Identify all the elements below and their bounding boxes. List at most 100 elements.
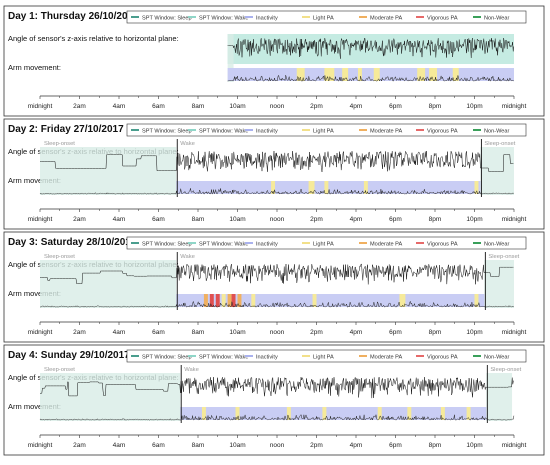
- arm-movement-trace: [227, 74, 515, 82]
- light-pa-bar: [201, 407, 206, 420]
- spt-annotation: Wake: [184, 367, 199, 373]
- spt-sleep-region: [484, 260, 514, 308]
- x-tick-label: 10am: [229, 103, 245, 110]
- light-pa-bar: [322, 407, 327, 420]
- spt-annotation: Sleep-onset: [490, 367, 521, 373]
- light-pa-bar: [452, 68, 459, 81]
- arm-movement-trace: [39, 188, 515, 195]
- x-tick-label: midnight: [502, 329, 527, 336]
- x-tick-label: 10pm: [466, 442, 482, 449]
- light-pa-bar: [357, 68, 362, 81]
- x-tick-label: midnight: [28, 103, 53, 110]
- arm-movement-label: Arm movement:: [8, 289, 61, 298]
- light-pa-bar: [377, 407, 382, 420]
- x-tick-label: 8pm: [429, 216, 442, 223]
- x-tick-label: 4am: [113, 329, 126, 336]
- legend-label: Moderate PA: [370, 129, 403, 135]
- light-pa-bar: [466, 407, 471, 420]
- angle-label: Angle of sensor's z-axis relative to hor…: [8, 34, 179, 43]
- x-tick-label: noon: [270, 329, 285, 336]
- x-tick-label: 4pm: [350, 442, 363, 449]
- legend-label: Non-Wear: [484, 242, 510, 248]
- x-tick-label: 6pm: [389, 216, 402, 223]
- legend-label: SPT Window: Sleep: [142, 16, 192, 22]
- x-tick-label: midnight: [502, 216, 527, 223]
- x-tick-label: 4pm: [350, 329, 363, 336]
- x-tick-label: 2am: [73, 216, 86, 223]
- x-tick-label: midnight: [28, 216, 53, 223]
- arm-movement-label: Arm movement:: [8, 402, 61, 411]
- x-tick-label: noon: [270, 442, 285, 449]
- legend-label: Vigorous PA: [427, 16, 458, 22]
- light-pa-bar: [221, 294, 226, 307]
- x-tick-label: 6am: [152, 216, 165, 223]
- legend-box: [126, 10, 527, 24]
- legend-label: Light PA: [313, 355, 334, 361]
- x-tick-label: 10am: [229, 442, 245, 449]
- day-title: Day 1: Thursday 26/10/2017: [8, 11, 139, 22]
- vigorous-pa-bar: [215, 294, 220, 307]
- angle-trace: [227, 37, 515, 59]
- x-tick-label: 10pm: [466, 329, 482, 336]
- light-pa-bar: [235, 407, 240, 420]
- x-tick-label: 4am: [113, 103, 126, 110]
- x-tick-label: 4am: [113, 442, 126, 449]
- light-pa-bar: [308, 181, 315, 194]
- spt-annotation: Wake: [180, 254, 195, 260]
- spt-annotation: Sleep-onset: [44, 254, 75, 260]
- legend-label: Light PA: [313, 16, 334, 22]
- legend-label: SPT Window: Wake: [199, 16, 248, 22]
- light-pa-bar: [474, 181, 479, 194]
- x-tick-label: 4pm: [350, 103, 363, 110]
- x-tick-label: 6am: [152, 329, 165, 336]
- x-tick-label: noon: [270, 103, 285, 110]
- arm-movement-trace: [39, 414, 515, 421]
- x-tick-label: 2am: [73, 103, 86, 110]
- spt-sleep-region: [40, 147, 177, 195]
- x-tick-label: midnight: [502, 103, 527, 110]
- legend-label: Non-Wear: [484, 16, 510, 22]
- light-pa-bar: [399, 294, 406, 307]
- x-tick-label: 6pm: [389, 442, 402, 449]
- spt-sleep-region: [40, 260, 177, 308]
- light-pa-bar: [296, 68, 305, 81]
- light-pa-bar: [440, 407, 445, 420]
- x-tick-label: 8pm: [429, 103, 442, 110]
- angle-trace: [40, 263, 514, 285]
- legend-label: SPT Window: Wake: [199, 242, 248, 248]
- spt-sleep-region: [480, 147, 514, 195]
- x-tick-label: 6pm: [389, 103, 402, 110]
- light-pa-bar: [251, 294, 256, 307]
- legend-label: Inactivity: [256, 16, 278, 22]
- spt-sleep-region: [40, 373, 181, 421]
- x-tick-label: 6am: [152, 103, 165, 110]
- arm-movement-trace: [39, 300, 514, 308]
- x-tick-label: noon: [270, 216, 285, 223]
- legend-label: Vigorous PA: [427, 355, 458, 361]
- light-pa-bar: [312, 294, 317, 307]
- legend-label: Moderate PA: [370, 242, 403, 248]
- x-tick-label: midnight: [502, 442, 527, 449]
- x-tick-label: 10am: [229, 216, 245, 223]
- light-pa-bar: [407, 407, 412, 420]
- legend-label: Light PA: [313, 129, 334, 135]
- light-pa-bar: [429, 68, 437, 81]
- spt-annotation: Sleep-onset: [488, 254, 519, 260]
- spt-annotation: Sleep-onset: [44, 141, 75, 147]
- spt-sleep-region: [486, 373, 513, 421]
- light-pa-bar: [271, 181, 276, 194]
- x-tick-label: 8pm: [429, 329, 442, 336]
- legend-label: Light PA: [313, 242, 334, 248]
- x-tick-label: 2pm: [310, 329, 323, 336]
- vigorous-pa-bar: [209, 294, 214, 307]
- moderate-pa-bar: [203, 294, 208, 307]
- spt-annotation: Wake: [180, 141, 195, 147]
- legend-box: [126, 123, 527, 137]
- x-tick-label: 2pm: [310, 216, 323, 223]
- legend-label: Vigorous PA: [427, 129, 458, 135]
- x-tick-label: 8am: [192, 216, 205, 223]
- light-pa-bar: [363, 181, 368, 194]
- legend-label: Moderate PA: [370, 355, 403, 361]
